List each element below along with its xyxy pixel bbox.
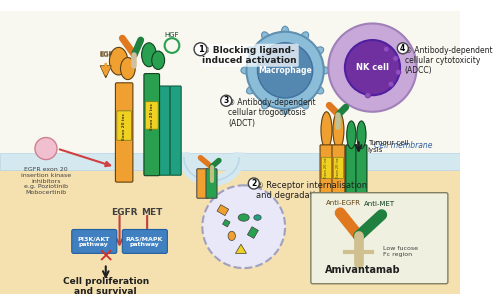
Ellipse shape [314, 86, 324, 94]
FancyBboxPatch shape [320, 145, 333, 220]
Ellipse shape [300, 99, 308, 109]
Text: 4: 4 [400, 44, 406, 53]
FancyBboxPatch shape [346, 145, 357, 220]
Text: RAS/MAPK
pathway: RAS/MAPK pathway [126, 236, 163, 247]
Ellipse shape [110, 47, 128, 75]
FancyBboxPatch shape [116, 83, 133, 182]
Text: Exon 20 ins: Exon 20 ins [336, 158, 340, 178]
Ellipse shape [282, 103, 289, 115]
Circle shape [328, 23, 416, 112]
FancyBboxPatch shape [122, 229, 168, 253]
Polygon shape [100, 66, 112, 78]
Polygon shape [236, 244, 246, 253]
FancyBboxPatch shape [206, 169, 217, 198]
Ellipse shape [262, 99, 270, 109]
Ellipse shape [346, 121, 356, 148]
FancyBboxPatch shape [0, 10, 460, 158]
Text: 3: 3 [224, 96, 229, 105]
Circle shape [194, 43, 207, 56]
FancyBboxPatch shape [356, 145, 367, 220]
Circle shape [392, 56, 398, 61]
Text: PI3K/AKT
pathway: PI3K/AKT pathway [78, 236, 110, 247]
Bar [248, 227, 258, 238]
FancyBboxPatch shape [0, 170, 460, 294]
Circle shape [396, 70, 401, 75]
Circle shape [345, 40, 400, 95]
Text: MET: MET [141, 208, 163, 217]
Ellipse shape [300, 32, 308, 42]
FancyBboxPatch shape [159, 86, 170, 175]
Ellipse shape [333, 112, 344, 148]
Text: NK cell: NK cell [356, 63, 389, 72]
Text: Tumour cell
lysis: Tumour cell lysis [368, 140, 408, 153]
Bar [222, 219, 230, 227]
Ellipse shape [142, 43, 156, 67]
Ellipse shape [152, 51, 164, 70]
Ellipse shape [246, 47, 257, 55]
Text: EGF: EGF [99, 51, 112, 57]
Ellipse shape [282, 26, 289, 37]
Text: Amivantamab: Amivantamab [326, 265, 401, 274]
Text: EGFR exon 20
insertion kinase
inhibitors
e.g. Poziotinib
Mobocertinib: EGFR exon 20 insertion kinase inhibitors… [21, 167, 71, 195]
Ellipse shape [238, 214, 249, 221]
FancyBboxPatch shape [117, 111, 132, 140]
Ellipse shape [228, 231, 235, 241]
Text: ✕: ✕ [98, 248, 114, 266]
FancyBboxPatch shape [0, 153, 460, 170]
Bar [217, 205, 228, 216]
Circle shape [384, 47, 389, 52]
Circle shape [398, 43, 408, 54]
FancyBboxPatch shape [311, 193, 448, 284]
Text: EGFR: EGFR [111, 208, 138, 217]
Circle shape [258, 43, 312, 98]
Circle shape [388, 81, 394, 87]
Text: Exon 20 ins: Exon 20 ins [324, 158, 328, 178]
FancyBboxPatch shape [322, 157, 332, 178]
Text: Cell proliferation
and survival: Cell proliferation and survival [62, 277, 149, 296]
Text: Anti-MET: Anti-MET [364, 201, 396, 207]
Text: 1: 1 [198, 45, 203, 54]
Text: ③ Antibody-dependent
cellular trogocytosis
(ADCT): ③ Antibody-dependent cellular trogocytos… [228, 98, 316, 128]
Text: ① Blocking ligand-
induced activation: ① Blocking ligand- induced activation [202, 46, 297, 65]
FancyBboxPatch shape [334, 157, 344, 178]
Ellipse shape [262, 32, 270, 42]
Text: Exon 20 ins: Exon 20 ins [122, 113, 126, 140]
FancyBboxPatch shape [144, 74, 160, 176]
Text: ④ Antibody-dependent
cellular cytotoxicity
(ADCC): ④ Antibody-dependent cellular cytotoxici… [404, 46, 492, 75]
Text: 2: 2 [251, 179, 256, 188]
FancyBboxPatch shape [0, 10, 460, 294]
Ellipse shape [254, 215, 261, 220]
Text: Macrophage: Macrophage [258, 66, 312, 75]
Circle shape [202, 185, 285, 268]
Text: Low fucose
Fc region: Low fucose Fc region [384, 246, 418, 257]
Ellipse shape [314, 47, 324, 55]
FancyBboxPatch shape [146, 102, 158, 129]
Text: EGF: EGF [99, 52, 112, 59]
Circle shape [246, 32, 324, 109]
FancyBboxPatch shape [197, 169, 208, 198]
Text: Anti-EGFR: Anti-EGFR [326, 200, 360, 205]
Ellipse shape [241, 67, 252, 74]
Circle shape [35, 137, 57, 160]
FancyBboxPatch shape [72, 229, 117, 253]
Ellipse shape [321, 112, 332, 148]
Text: Cell membrane: Cell membrane [374, 141, 432, 150]
Circle shape [365, 92, 370, 98]
FancyBboxPatch shape [170, 86, 181, 175]
Ellipse shape [318, 67, 329, 74]
Ellipse shape [246, 86, 257, 94]
Text: ② Receptor internalisation
and degradation: ② Receptor internalisation and degradati… [256, 181, 367, 200]
Ellipse shape [357, 121, 366, 148]
FancyBboxPatch shape [332, 145, 345, 220]
Circle shape [220, 95, 232, 106]
Ellipse shape [120, 58, 135, 79]
Text: HGF: HGF [164, 32, 180, 38]
Text: Exon 20 ins: Exon 20 ins [150, 103, 154, 130]
Circle shape [248, 178, 260, 189]
